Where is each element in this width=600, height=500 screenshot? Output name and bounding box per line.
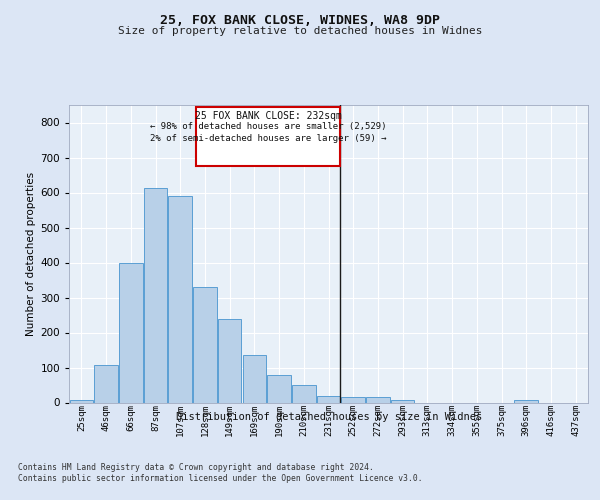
Bar	[242, 355, 266, 403]
Text: 25 FOX BANK CLOSE: 232sqm: 25 FOX BANK CLOSE: 232sqm	[194, 111, 341, 121]
Text: Contains HM Land Registry data © Crown copyright and database right 2024.: Contains HM Land Registry data © Crown c…	[18, 462, 374, 471]
Text: 25, FOX BANK CLOSE, WIDNES, WA8 9DP: 25, FOX BANK CLOSE, WIDNES, WA8 9DP	[160, 14, 440, 27]
Text: Size of property relative to detached houses in Widnes: Size of property relative to detached ho…	[118, 26, 482, 36]
Bar	[94, 365, 118, 403]
Bar	[193, 287, 217, 403]
Text: Distribution of detached houses by size in Widnes: Distribution of detached houses by size …	[176, 412, 482, 422]
Bar	[70, 400, 93, 402]
Text: 2% of semi-detached houses are larger (59) →: 2% of semi-detached houses are larger (5…	[150, 134, 386, 143]
Bar	[391, 400, 415, 402]
Bar	[268, 375, 291, 402]
Bar	[341, 397, 365, 402]
Bar	[119, 262, 143, 402]
Text: ← 98% of detached houses are smaller (2,529): ← 98% of detached houses are smaller (2,…	[150, 122, 386, 132]
Bar	[196, 107, 340, 166]
Bar	[218, 319, 241, 402]
Bar	[292, 385, 316, 402]
Text: Contains public sector information licensed under the Open Government Licence v3: Contains public sector information licen…	[18, 474, 422, 483]
Bar	[144, 188, 167, 402]
Bar	[514, 400, 538, 402]
Bar	[169, 196, 192, 402]
Bar	[366, 397, 389, 402]
Y-axis label: Number of detached properties: Number of detached properties	[26, 172, 36, 336]
Bar	[317, 396, 340, 402]
